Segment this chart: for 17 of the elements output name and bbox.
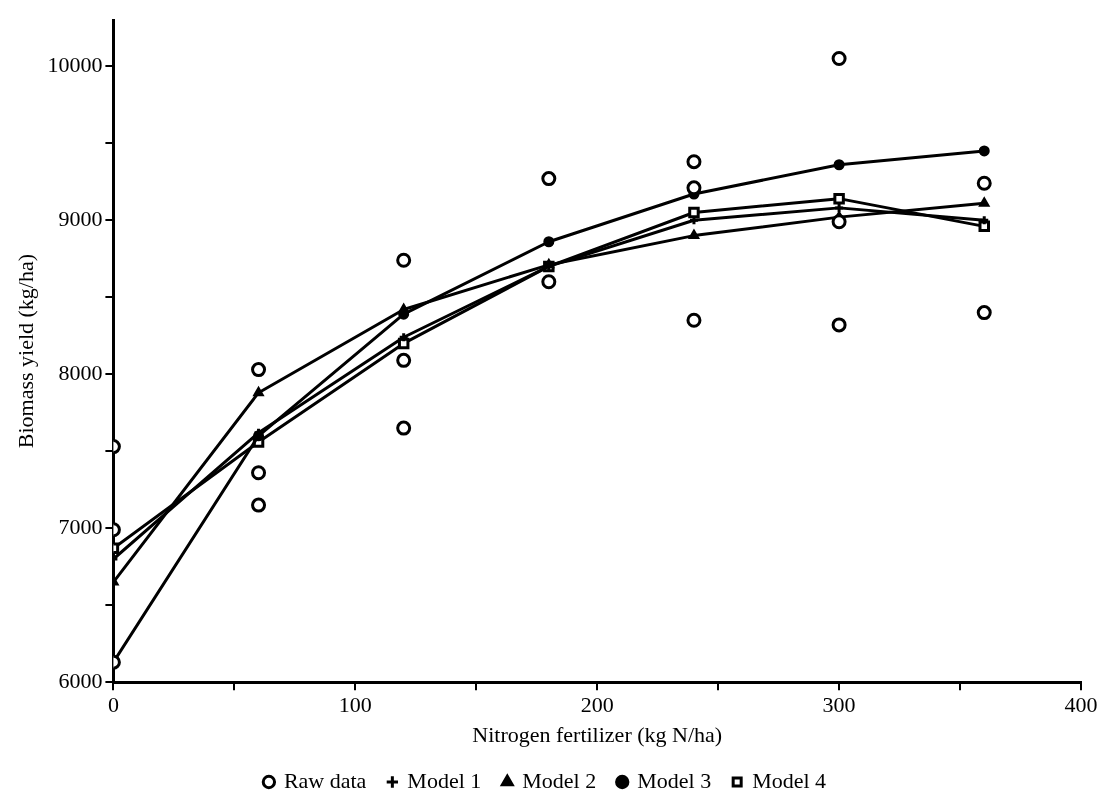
y-tick-label: 6000 [58, 667, 103, 693]
x-tick-label: 400 [1064, 692, 1098, 718]
legend-label: Model 3 [637, 767, 712, 793]
y-tick-label: 7000 [58, 513, 103, 539]
legend-label: Model 4 [752, 767, 827, 793]
x-tick-label: 300 [822, 692, 856, 718]
y-tick-label: 9000 [58, 205, 103, 231]
y-axis-title: Biomass yield (kg/ha) [12, 253, 38, 449]
x-axis-title: Nitrogen fertilizer (kg N/ha) [472, 721, 723, 747]
y-tick-label: 10000 [47, 51, 103, 77]
legend-label: Model 2 [522, 767, 597, 793]
x-tick-label: 200 [580, 692, 614, 718]
legend-label: Raw data [283, 767, 367, 793]
y-tick-label: 8000 [58, 359, 103, 385]
x-tick-label: 0 [107, 692, 119, 718]
legend-label: Model 1 [407, 767, 482, 793]
x-tick-label: 100 [338, 692, 372, 718]
